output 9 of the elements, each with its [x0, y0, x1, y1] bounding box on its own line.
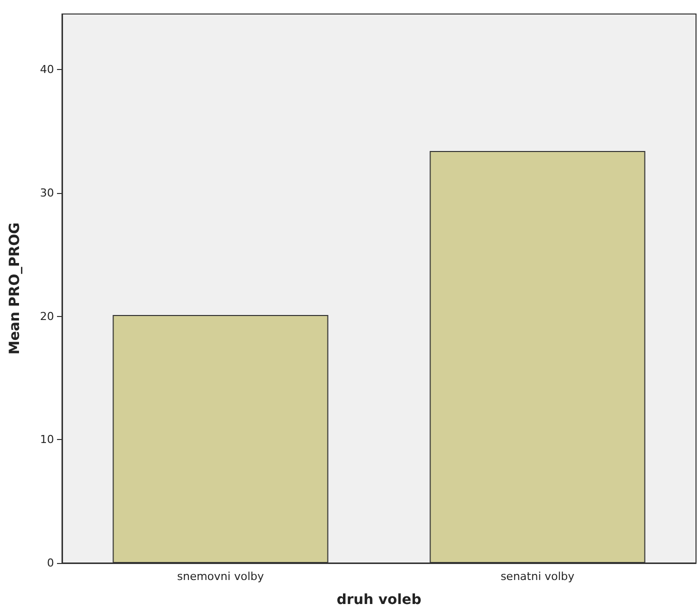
- y-tick-label: 10: [40, 433, 54, 446]
- y-axis-title: Mean PRO_PROG: [7, 222, 23, 355]
- x-tick-label: senatni volby: [500, 570, 575, 583]
- y-tick-label: 40: [40, 63, 54, 76]
- y-tick-label: 30: [40, 186, 54, 200]
- y-tick-label: 20: [40, 310, 54, 323]
- x-axis-title: druh voleb: [336, 592, 422, 608]
- x-tick-label: snemovni volby: [177, 570, 264, 583]
- y-tick-label: 0: [47, 556, 54, 570]
